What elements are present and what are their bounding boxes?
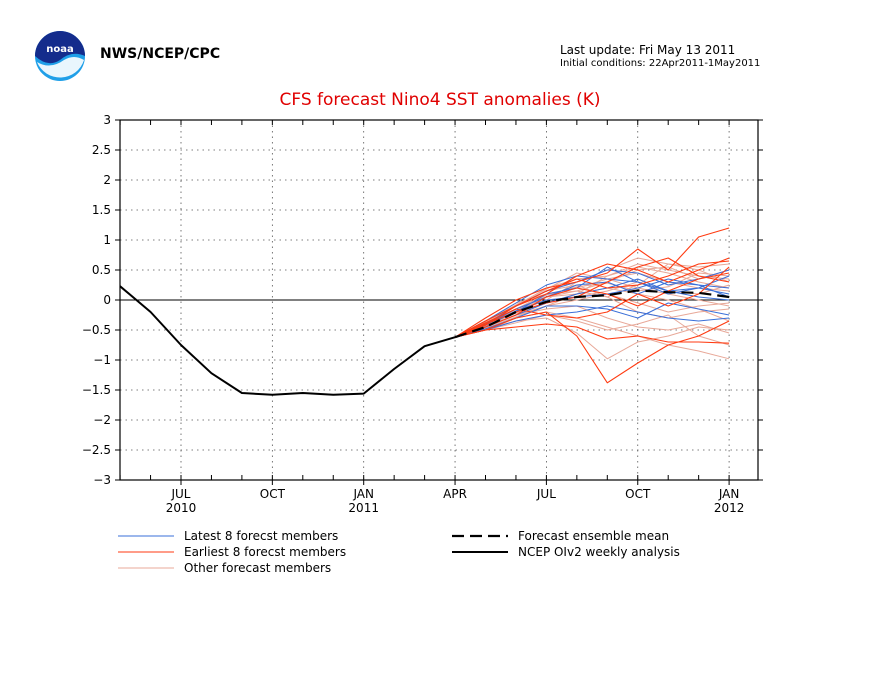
analysis-line — [119, 285, 456, 396]
legend-label-latest: Latest 8 forecst members — [184, 529, 338, 543]
earliest-member-line — [454, 257, 730, 338]
earliest-member-line — [454, 257, 730, 338]
legend-label-earliest: Earliest 8 forecst members — [184, 545, 346, 559]
chart-title: CFS forecast Nino4 SST anomalies (K) — [279, 90, 601, 110]
y-tick-label: 0 — [103, 293, 111, 307]
grid — [120, 120, 758, 480]
x-tick-label: OCT — [625, 487, 651, 501]
agency-label: NWS/NCEP/CPC — [100, 46, 221, 62]
x-tick-label: JUL — [170, 487, 190, 501]
x-tick-label: OCT — [260, 487, 286, 501]
other-member-line — [454, 317, 730, 360]
earliest-member-line — [454, 260, 730, 338]
latest-member-line — [454, 302, 730, 338]
legend: Latest 8 forecst members Earliest 8 forec… — [118, 529, 680, 575]
last-update-text: Last update: Fri May 13 2011 — [560, 43, 736, 57]
x-tick-year: 2012 — [714, 501, 745, 515]
series-layer — [119, 227, 730, 396]
x-tick-label: JAN — [718, 487, 740, 501]
axes: 32.521.510.50−0.5−1−1.5−2−2.5−3JUL2010OC… — [82, 113, 763, 515]
y-tick-label: 0.5 — [92, 263, 111, 277]
y-tick-label: −1.5 — [82, 383, 111, 397]
initial-conditions-text: Initial conditions: 22Apr2011-1May2011 — [560, 58, 761, 69]
y-tick-label: 2.5 — [92, 143, 111, 157]
earliest-member-line — [454, 227, 730, 338]
earliest-member-line — [454, 311, 730, 384]
noaa-logo-text: noaa — [46, 44, 74, 55]
noaa-logo: noaa — [35, 31, 85, 81]
legend-label-analysis: NCEP OIv2 weekly analysis — [518, 545, 680, 559]
x-tick-label: APR — [443, 487, 467, 501]
x-tick-label: JUL — [536, 487, 556, 501]
y-tick-label: −2 — [93, 413, 111, 427]
legend-label-mean: Forecast ensemble mean — [518, 529, 669, 543]
y-tick-label: 1 — [103, 233, 111, 247]
y-tick-label: 3 — [103, 113, 111, 127]
y-tick-label: 2 — [103, 173, 111, 187]
y-tick-label: −3 — [93, 473, 111, 487]
x-tick-year: 2011 — [348, 501, 379, 515]
y-tick-label: −0.5 — [82, 323, 111, 337]
y-tick-label: −2.5 — [82, 443, 111, 457]
x-tick-year: 2010 — [166, 501, 197, 515]
x-tick-label: JAN — [352, 487, 374, 501]
update-info: Last update: Fri May 13 2011 Initial con… — [560, 44, 760, 70]
latest-member-line — [454, 305, 730, 338]
ensemble-mean-line — [454, 289, 730, 339]
earliest-member-line — [454, 323, 730, 344]
other-member-line — [454, 314, 730, 346]
y-tick-label: −1 — [93, 353, 111, 367]
earliest-member-line — [454, 272, 730, 338]
legend-label-other: Other forecast members — [184, 561, 331, 575]
y-tick-label: 1.5 — [92, 203, 111, 217]
